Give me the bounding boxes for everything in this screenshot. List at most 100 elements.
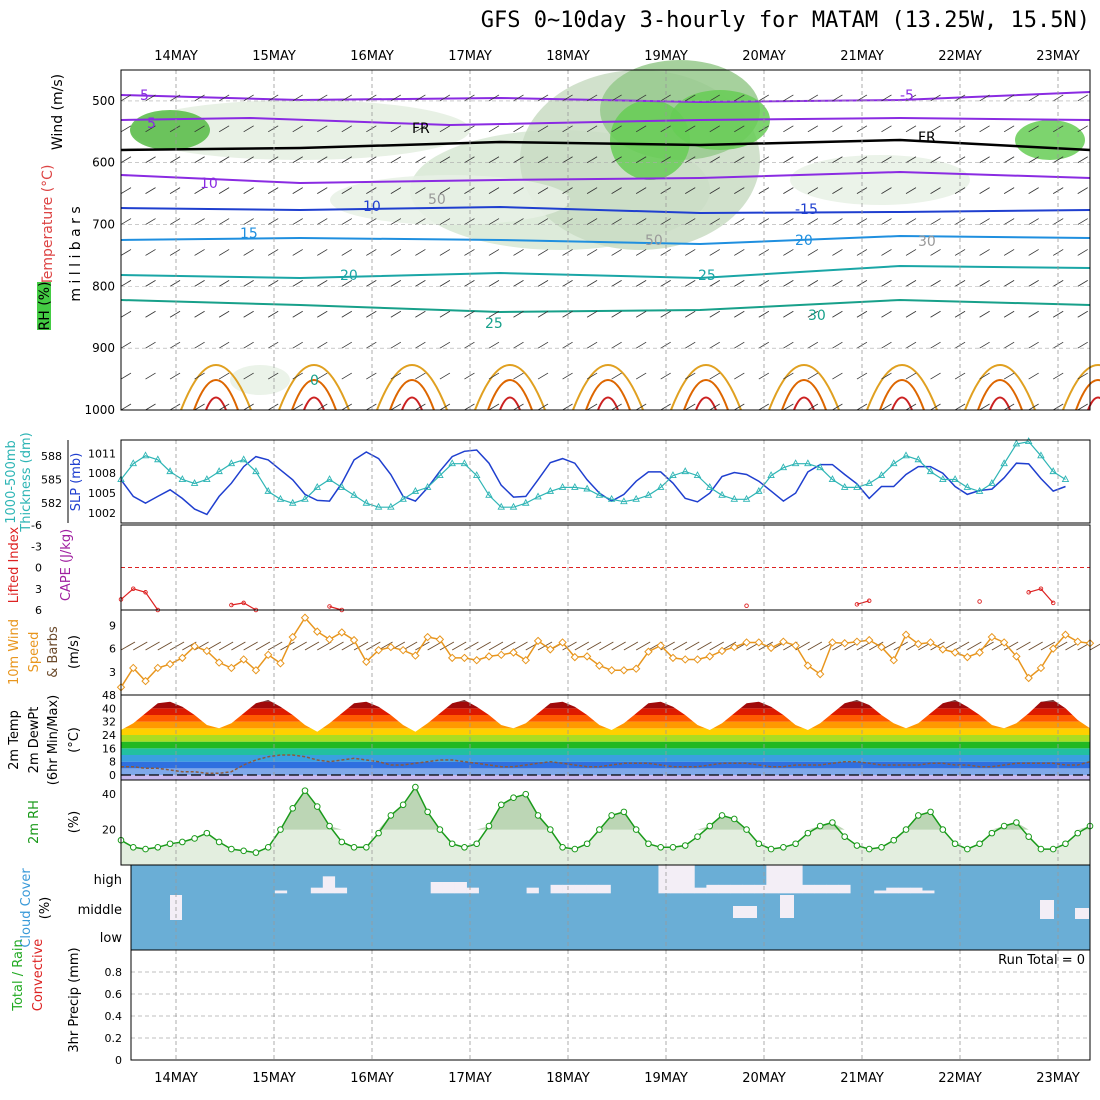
wind-barb	[881, 218, 892, 225]
data-point	[264, 843, 272, 851]
wind-barb	[366, 156, 377, 164]
cloud-bar-high	[766, 865, 779, 894]
isotherm-30	[376, 364, 448, 411]
data-point	[706, 822, 714, 830]
wind-barb	[292, 310, 303, 318]
wind-barb	[366, 403, 377, 411]
wind-barb	[1077, 94, 1088, 102]
date-label-top: 22MAY	[938, 49, 982, 64]
wind-barb	[954, 218, 966, 225]
wind-barb	[415, 249, 426, 256]
date-label-bottom: 23MAY	[1036, 1071, 1080, 1086]
wind-barb	[120, 372, 132, 380]
cloud-bar-high	[670, 865, 683, 894]
wind-barb	[562, 187, 573, 194]
rh-tick-label: 40	[102, 788, 116, 801]
humidity-region	[230, 365, 290, 395]
thickness-point	[607, 494, 616, 502]
wind-barb	[464, 156, 475, 164]
wind-barb	[685, 218, 696, 225]
wind-barb	[267, 310, 279, 318]
wind-axis-label-1: 10m Wind	[7, 619, 22, 685]
data-point	[387, 812, 395, 819]
wind-barb	[243, 403, 254, 411]
isotherm-40	[597, 396, 619, 411]
wind-barb	[341, 280, 352, 287]
data-point	[276, 659, 285, 668]
thickness-point	[460, 459, 469, 467]
wind-barb	[930, 372, 941, 380]
precip-tick-label: 0.4	[105, 1010, 123, 1023]
wind-barb	[807, 218, 819, 225]
thickness-point	[975, 486, 984, 494]
data-point	[964, 845, 971, 853]
wind-barb	[905, 249, 917, 256]
date-label-bottom: 16MAY	[350, 1071, 394, 1086]
surface-wind-barb	[476, 641, 491, 651]
wind-barb	[635, 341, 647, 349]
data-point	[865, 635, 874, 645]
data-point	[730, 642, 739, 652]
wind-barb	[120, 403, 132, 411]
isotherm-40	[695, 396, 717, 411]
data-point	[129, 843, 137, 851]
humidity-region	[330, 175, 570, 225]
wind-barb	[488, 249, 500, 256]
wind-barb	[709, 403, 720, 411]
wind-barb	[1077, 187, 1088, 194]
wind-barb	[194, 341, 205, 349]
data-point	[534, 812, 542, 819]
surface-wind-barb	[218, 641, 234, 651]
wind-barb	[586, 310, 598, 318]
wind-barb	[317, 280, 328, 287]
thickness-point	[963, 482, 972, 490]
isotherm-label: 30	[808, 308, 826, 324]
precip-total-label: Total / Rain	[11, 939, 26, 1012]
wind-barb	[856, 310, 868, 318]
thickness-point	[546, 486, 555, 494]
data-point	[363, 843, 370, 851]
wind-barb	[979, 280, 990, 287]
temp-band	[121, 708, 1090, 715]
wind-barb	[267, 280, 279, 287]
wind-barb	[685, 341, 696, 349]
wind-barb	[488, 280, 500, 287]
date-label-top: 20MAY	[742, 49, 786, 64]
wind-barb	[537, 403, 549, 411]
data-point	[533, 636, 543, 646]
surface-wind-barb	[243, 641, 258, 651]
wind-barb	[783, 341, 794, 349]
wind-barb	[292, 403, 303, 411]
wind-barb	[1077, 403, 1088, 411]
precip-tick-label: 0.2	[105, 1032, 123, 1045]
wind-barb	[1028, 218, 1039, 225]
data-point	[190, 642, 199, 651]
wind-barb	[537, 94, 549, 102]
wind-barb	[341, 372, 352, 380]
wind-barb	[1077, 218, 1088, 225]
wind-barb	[832, 249, 843, 256]
panel-frame	[120, 439, 1091, 524]
data-point	[607, 666, 616, 675]
wind-barb	[145, 280, 156, 287]
temp-band	[121, 721, 1090, 729]
isotherm-35	[487, 379, 533, 411]
wind-barb	[562, 403, 573, 411]
isotherm-30	[572, 364, 644, 411]
wind-barb	[562, 94, 573, 102]
isotherm-line	[120, 138, 1091, 152]
wind-barb	[660, 372, 671, 380]
wind-barb	[464, 403, 475, 411]
thickness-point	[951, 475, 959, 482]
isotherm-30	[180, 364, 252, 411]
wind-barb	[954, 94, 966, 102]
wind-barb	[807, 372, 819, 380]
temp-axis-label-1: 2m Temp	[7, 710, 22, 770]
wind-barb	[513, 310, 524, 318]
wind-barb	[317, 187, 328, 194]
cloud-bar-mid	[733, 906, 757, 918]
pressure-tick-label: 1000	[84, 403, 115, 417]
wind-barb	[685, 403, 696, 411]
wind-barb	[317, 341, 328, 349]
wind-barb	[1077, 156, 1088, 164]
